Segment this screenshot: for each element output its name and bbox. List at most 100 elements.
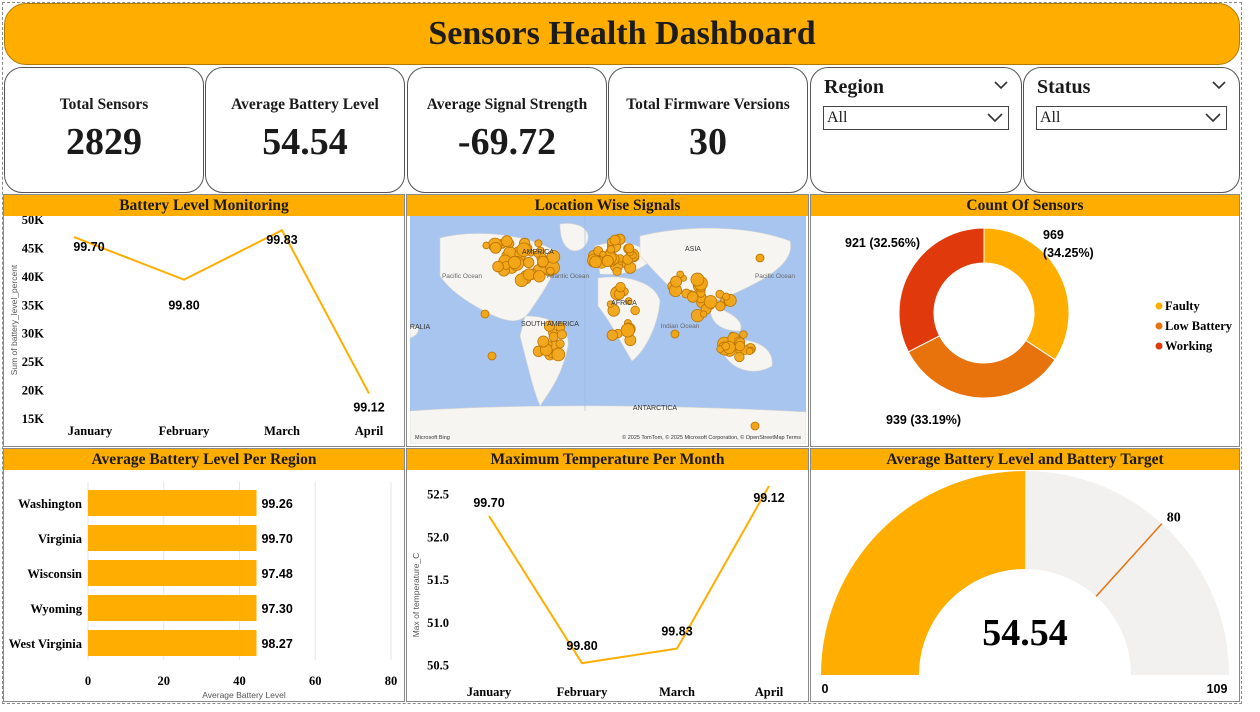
signal-point: [555, 339, 565, 349]
y-tick-label: 51.5: [427, 573, 449, 587]
y-axis-label: Max of temperature_C: [411, 553, 421, 638]
x-tick-label: February: [159, 424, 210, 438]
status-slicer: Status All: [1023, 67, 1240, 193]
signal-point: [492, 260, 504, 273]
x-tick-label: March: [659, 685, 695, 699]
bar: [88, 525, 257, 551]
panel-title: Battery Level Monitoring: [4, 195, 404, 216]
data-label: 99.83: [661, 625, 692, 639]
chevron-down-icon: [987, 113, 1003, 123]
location-signals-map[interactable]: AMERICA Atlantic Ocean Pacific Ocean Pacifi…: [410, 216, 806, 444]
max-temp-chart: 52.5 52.0 51.5 51.0 50.5 Max of temperature_C…: [411, 485, 785, 699]
count-sensors-panel: Count Of Sensors 969 (34.25%) 939 (33.19%)…: [810, 194, 1240, 447]
data-label: 99.12: [353, 400, 384, 414]
signal-point: [487, 351, 497, 361]
signal-point: [589, 255, 602, 269]
map-logo: Microsoft Bing: [415, 435, 450, 441]
chevron-down-icon[interactable]: [1211, 78, 1227, 92]
signal-point: [612, 266, 622, 277]
donut-slice: [983, 227, 1070, 361]
panel-title: Location Wise Signals: [407, 195, 808, 216]
legend-marker: [1155, 342, 1163, 350]
map-landmass: [709, 305, 742, 332]
kpi-label: Average Battery Level: [231, 96, 379, 113]
x-tick-label: January: [68, 424, 113, 438]
chevron-down-icon[interactable]: [993, 78, 1009, 92]
donut-slice: [907, 335, 1056, 399]
signal-point: [750, 421, 760, 431]
signal-point: [523, 257, 535, 269]
data-label: 97.30: [261, 602, 292, 616]
status-selected-value: All: [1040, 109, 1061, 126]
data-label: 921 (32.56%): [845, 236, 920, 250]
y-tick-label: 50K: [22, 216, 45, 227]
y-tick-label: 52.0: [427, 530, 449, 544]
kpi-card-total-sensors: Total Sensors 2829: [4, 67, 204, 193]
battery-monitoring-chart: 50K 45K 40K 35K 30K 25K 20K 15K Sum of battery_l…: [9, 216, 385, 438]
kpi-label: Total Sensors: [59, 96, 149, 113]
bar: [88, 595, 257, 621]
x-tick-label: 0: [85, 674, 91, 688]
map-label: ASIA: [685, 246, 701, 253]
data-label: 99.12: [753, 491, 784, 505]
data-label: 99.70: [73, 240, 104, 254]
data-label: 939 (33.19%): [886, 413, 961, 427]
signal-point: [534, 239, 543, 248]
legend-marker: [1155, 322, 1163, 330]
region-slicer: Region All: [810, 67, 1022, 193]
panel-title: Average Battery Level and Battery Target: [811, 449, 1239, 470]
data-label: 99.80: [168, 299, 199, 313]
legend-marker: [1155, 302, 1163, 310]
map-label: SOUTH AMERICA: [521, 321, 579, 328]
signal-point: [630, 305, 640, 316]
y-tick-label: 45K: [22, 241, 45, 255]
battery-target-panel: Average Battery Level and Battery Target…: [810, 448, 1240, 702]
category-label: Wyoming: [30, 602, 82, 616]
data-label: 99.26: [261, 497, 292, 511]
signal-point: [624, 243, 635, 254]
x-tick-label: April: [355, 424, 384, 438]
x-tick-label: March: [264, 424, 300, 438]
kpi-value: -69.72: [457, 121, 557, 163]
signal-point: [739, 330, 748, 339]
signal-point: [556, 329, 567, 340]
signal-point: [543, 320, 556, 332]
panel-title: Count Of Sensors: [811, 195, 1239, 216]
signal-point: [508, 255, 522, 270]
map-landmass: [410, 325, 419, 339]
gauge-fill: [821, 471, 1026, 675]
signal-point: [489, 241, 502, 254]
y-axis-label: Sum of battery_level_percent: [9, 264, 19, 375]
region-slicer-title: Region: [824, 76, 884, 98]
page-title: Sensors Health Dashboard: [428, 15, 816, 52]
count-sensors-donut: 969 (34.25%) 939 (33.19%) 921 (32.56%) Fault…: [845, 227, 1233, 427]
signal-point: [734, 340, 746, 352]
status-slicer-title: Status: [1037, 76, 1091, 98]
signal-point: [615, 281, 626, 293]
region-dropdown[interactable]: All: [823, 106, 1009, 130]
signal-point: [546, 249, 561, 264]
map-label: Indian Ocean: [661, 323, 700, 330]
y-tick-label: 20K: [22, 384, 45, 398]
map-label: RALIA: [410, 324, 430, 331]
y-tick-label: 40K: [22, 270, 45, 284]
signal-point: [745, 347, 754, 356]
battery-target-gauge: 80 54.54 0 109: [821, 471, 1229, 696]
x-axis-label: Average Battery Level: [202, 690, 286, 700]
signal-point: [599, 250, 607, 258]
kpi-card-average-signal-strength: Average Signal Strength -69.72: [407, 67, 607, 193]
signal-point: [533, 270, 546, 283]
gauge-max-label: 109: [1207, 682, 1228, 696]
bar: [88, 560, 257, 586]
panel-title: Maximum Temperature Per Month: [407, 449, 808, 470]
battery-region-panel: Average Battery Level Per Region 0 20 40 60…: [3, 448, 405, 702]
status-dropdown[interactable]: All: [1036, 106, 1227, 130]
kpi-value: 2829: [66, 121, 142, 163]
signal-point: [734, 351, 745, 363]
signal-point: [480, 309, 490, 319]
signal-point: [545, 266, 555, 276]
x-tick-label: February: [557, 685, 608, 699]
y-tick-label: 50.5: [427, 659, 449, 673]
signal-point: [624, 297, 633, 305]
map-landmass: [410, 405, 806, 444]
